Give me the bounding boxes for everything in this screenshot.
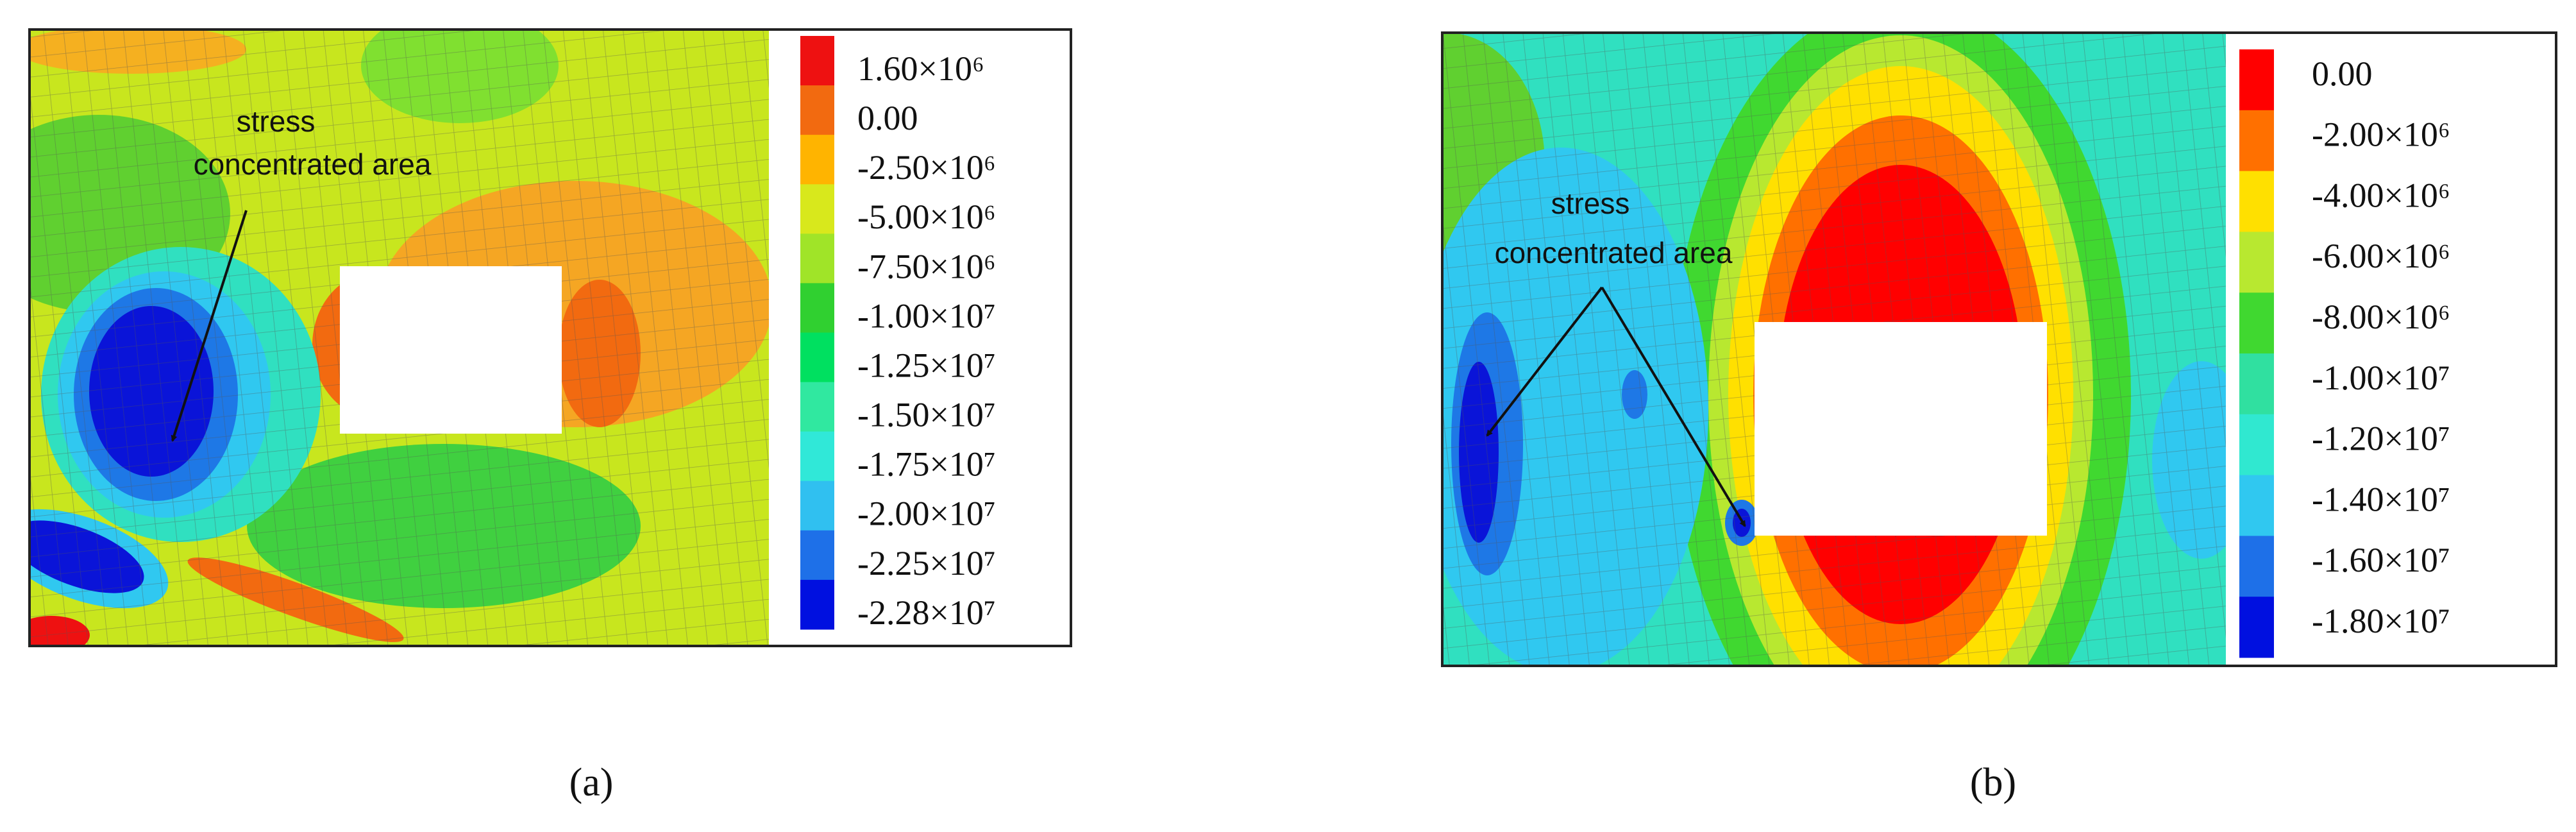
legend-label: -1.80×10⁷ <box>2312 602 2450 640</box>
annotation: concentrated area <box>194 148 432 181</box>
legend-label: -8.00×10⁶ <box>2312 298 2450 336</box>
legend-swatch <box>800 233 834 284</box>
legend-swatch <box>800 382 834 432</box>
annotation: concentrated area <box>1495 236 1733 269</box>
legend-label: -2.28×10⁷ <box>857 593 996 632</box>
legend-label: -1.60×10⁷ <box>2312 541 2450 579</box>
contour-b <box>1442 33 2226 666</box>
legend-label: -7.50×10⁶ <box>857 247 996 285</box>
legend-swatch <box>800 579 834 630</box>
legend-swatch <box>800 36 834 86</box>
legend-label: -1.75×10⁷ <box>857 445 996 484</box>
legend-label: -2.00×10⁷ <box>857 495 996 533</box>
annotation-arrow <box>1601 286 1746 527</box>
legend-label: -1.50×10⁷ <box>857 396 996 434</box>
legend-label: 0.00 <box>2312 55 2373 93</box>
legend-label: -2.00×10⁶ <box>2312 115 2450 154</box>
legend-label: -1.00×10⁷ <box>2312 359 2450 397</box>
legend-swatch <box>2239 49 2274 111</box>
legend-label: 0.00 <box>857 99 918 137</box>
legend-swatch <box>800 184 834 234</box>
annotation: stress <box>1551 187 1630 220</box>
legend-swatch <box>2239 293 2274 354</box>
annotation: stress <box>237 105 316 138</box>
legend-swatch <box>2239 353 2274 415</box>
annotation-arrow <box>1486 286 1603 437</box>
panel-caption: (a) <box>569 761 614 804</box>
legend-swatch <box>2239 110 2274 172</box>
legend-label: -5.00×10⁶ <box>857 198 996 236</box>
legend-swatch <box>800 480 834 531</box>
legend-label: -2.25×10⁷ <box>857 544 996 582</box>
panel-frame <box>28 28 1072 647</box>
legend-swatch <box>800 135 834 185</box>
legend-label: -1.00×10⁷ <box>857 296 996 335</box>
legend-swatch <box>2239 171 2274 232</box>
legend-swatch <box>2239 475 2274 536</box>
legend-swatch <box>800 431 834 482</box>
annotation-arrow <box>171 210 248 442</box>
legend-swatch <box>800 530 834 581</box>
legend-label: -1.20×10⁷ <box>2312 420 2450 458</box>
legend-swatch <box>800 283 834 333</box>
legend-swatch <box>2239 597 2274 658</box>
legend-label: -2.50×10⁶ <box>857 148 996 187</box>
panel-frame <box>1441 31 2557 667</box>
legend-swatch <box>800 332 834 383</box>
legend-swatch <box>2239 232 2274 293</box>
contour-a <box>29 30 769 646</box>
legend-swatch <box>2239 414 2274 476</box>
panel-caption: (b) <box>1970 761 2016 804</box>
legend-label: -1.40×10⁷ <box>2312 480 2450 518</box>
legend-label: -6.00×10⁶ <box>2312 237 2450 275</box>
legend-swatch <box>2239 536 2274 597</box>
legend-label: 1.60×10⁶ <box>857 49 984 88</box>
legend-label: -1.25×10⁷ <box>857 346 996 384</box>
legend-label: -4.00×10⁶ <box>2312 176 2450 214</box>
legend-swatch <box>800 85 834 135</box>
